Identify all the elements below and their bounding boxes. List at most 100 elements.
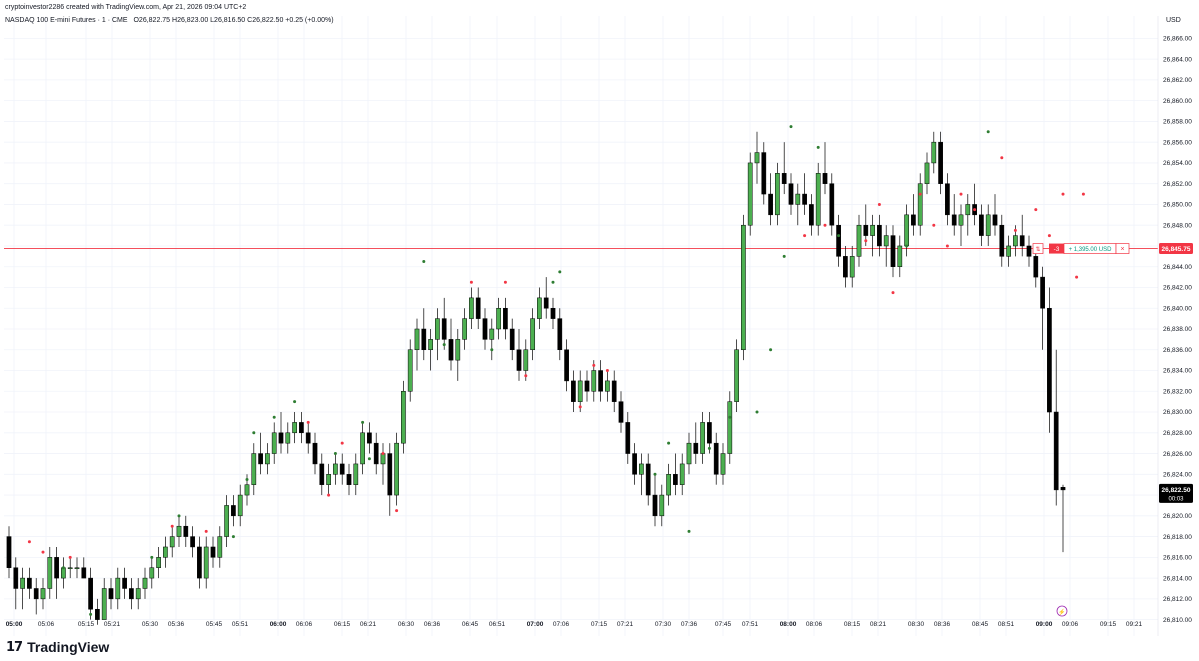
close-position-button — [1115, 243, 1130, 254]
candle-body-up — [924, 162, 930, 184]
candle-body-down — [346, 474, 352, 485]
signal-dot-up — [986, 130, 990, 134]
candle-body-down — [122, 577, 127, 589]
event-lightning-icon — [1056, 605, 1068, 617]
x-tick-label: 06:36 — [424, 621, 441, 628]
candle-body-up — [217, 536, 223, 558]
signal-dot-down — [204, 529, 208, 533]
signal-dot-down — [918, 192, 922, 196]
candle-body-up — [407, 349, 413, 392]
candle — [1040, 266, 1045, 350]
signal-dot-down — [592, 363, 596, 367]
candle-body-up — [285, 432, 291, 444]
candle — [632, 443, 637, 485]
candle — [401, 380, 406, 454]
y-tick-label: 26,812.00 — [1163, 596, 1192, 603]
candle — [679, 453, 685, 496]
candle-body-up — [1006, 245, 1011, 257]
candle — [802, 173, 807, 215]
candle-body-down — [210, 546, 216, 558]
candle — [863, 204, 869, 246]
candle — [985, 204, 991, 246]
candle-body-down — [1019, 235, 1025, 247]
candle-body-down — [584, 380, 590, 392]
candle — [380, 443, 386, 485]
candle — [591, 360, 597, 402]
candle-body-up — [115, 577, 121, 600]
signal-dot-down — [524, 374, 528, 378]
candle-body-down — [441, 318, 447, 340]
candle-body-down — [877, 224, 882, 247]
candle-body-up — [965, 204, 971, 216]
candle-body-up — [870, 224, 875, 236]
candle-body-up — [958, 214, 964, 226]
candle-body-up — [856, 224, 862, 257]
y-tick-label: 26,828.00 — [1163, 430, 1192, 437]
candle-body-down — [673, 474, 678, 485]
candle-body-up — [523, 349, 529, 371]
candle-body-up — [462, 318, 467, 340]
candle — [251, 443, 257, 496]
candle-body-down — [95, 608, 100, 620]
tradingview-wordmark: TradingView — [27, 639, 110, 655]
candle-body-up — [639, 463, 644, 475]
candle-body-down — [652, 494, 658, 517]
signal-dot-down — [41, 550, 45, 554]
bar-countdown: 00:03 — [1168, 496, 1184, 502]
candle — [822, 142, 828, 195]
candle — [489, 318, 495, 361]
y-tick-label: 26,824.00 — [1163, 472, 1192, 479]
candle-body-up — [666, 474, 671, 496]
candle — [135, 578, 141, 610]
candle — [210, 536, 216, 568]
candle-body-up — [353, 463, 359, 485]
signal-dot-down — [891, 291, 895, 295]
candle — [741, 214, 746, 361]
candle — [577, 370, 583, 413]
x-tick-label: 05:30 — [142, 621, 159, 628]
signal-dot-down — [605, 369, 609, 373]
candle-body-down — [129, 588, 134, 600]
candle-body-down — [836, 224, 841, 257]
x-tick-label: 05:00 — [6, 621, 23, 628]
candle-body-up — [394, 442, 399, 496]
y-tick-label: 26,864.00 — [1163, 56, 1192, 63]
x-tick-label: 07:51 — [742, 621, 759, 628]
x-tick-label: 07:00 — [527, 621, 544, 628]
candle-body-down — [822, 173, 828, 184]
candle-body-down — [645, 463, 651, 496]
candle — [367, 422, 372, 454]
candle — [339, 453, 345, 485]
candle — [870, 214, 875, 257]
signal-dot-up — [490, 348, 494, 352]
x-tick-label: 08:36 — [934, 621, 951, 628]
x-tick-label: 06:30 — [398, 621, 415, 628]
candle-body-up — [904, 214, 909, 247]
x-tick-label: 08:06 — [806, 621, 823, 628]
tradingview-mark-icon: 17 — [6, 639, 23, 655]
lock-icon — [1032, 243, 1044, 254]
candle-body-up — [135, 588, 141, 600]
candle-body-down — [421, 328, 427, 351]
signal-dot-down — [381, 452, 385, 456]
y-tick-label: 26,816.00 — [1163, 555, 1192, 562]
candle-body-down — [312, 442, 318, 465]
signal-dot-up — [687, 529, 691, 533]
signal-dot-down — [1081, 192, 1085, 196]
candle-body-down — [992, 214, 998, 226]
x-tick-label: 08:21 — [870, 621, 887, 628]
signal-dot-down — [68, 555, 72, 559]
signal-dot-up — [707, 446, 711, 450]
candles — [6, 131, 1066, 625]
signal-dot-down — [170, 524, 174, 528]
x-tick-label: 09:15 — [1100, 621, 1117, 628]
candle — [203, 536, 209, 589]
candle — [625, 412, 631, 464]
candle — [6, 526, 12, 579]
candle-body-up — [156, 557, 161, 568]
position-widget[interactable]: ⇅ -3 + 1,395.00 USD × 26,845.75 26,822.50 00:0… — [1032, 243, 1193, 617]
x-tick-label: 05:06 — [38, 621, 55, 628]
candle — [88, 567, 93, 620]
candle-body-down — [890, 235, 896, 267]
